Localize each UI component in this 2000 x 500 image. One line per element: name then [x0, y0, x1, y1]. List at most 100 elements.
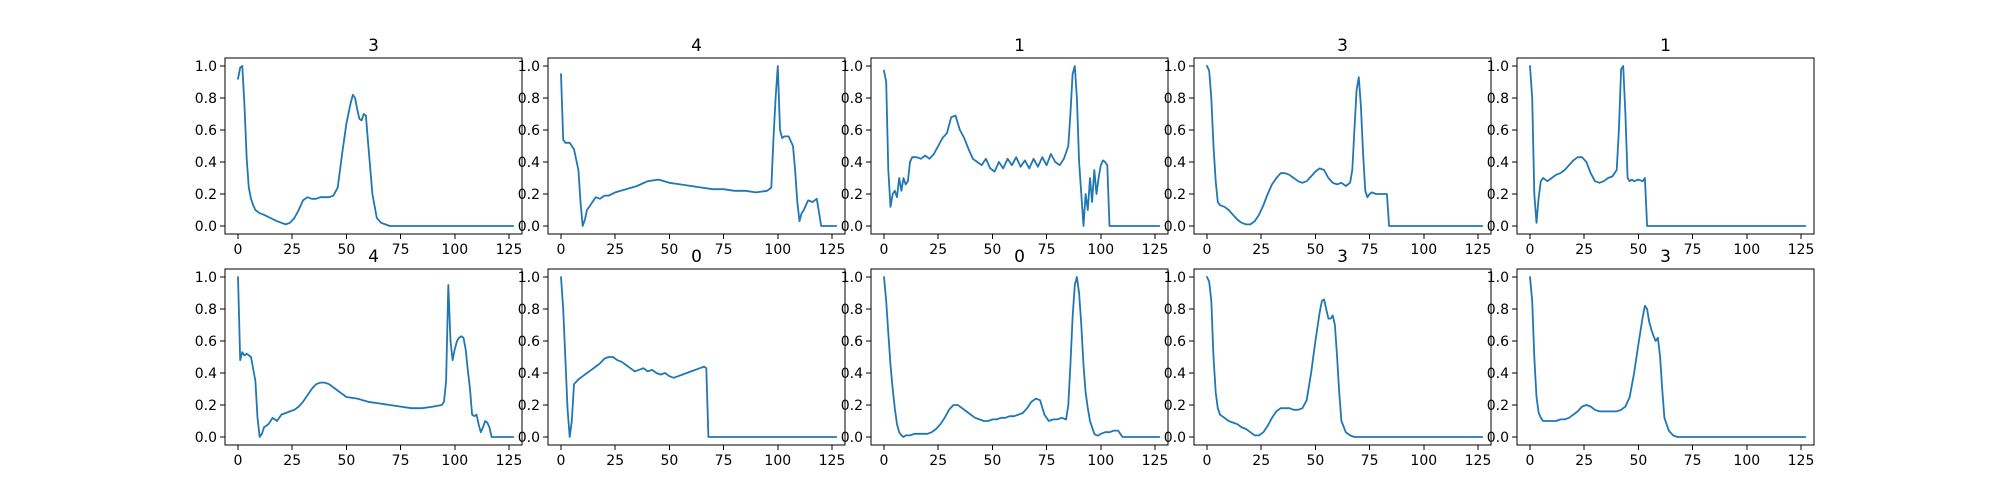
x-tick-label: 0: [1526, 242, 1535, 258]
series-line: [237, 276, 515, 438]
y-tick-label: 0.6: [841, 334, 863, 350]
series-line: [560, 276, 838, 438]
y-tick-label: 0.2: [1487, 398, 1509, 414]
y-tick-label: 0.6: [841, 123, 863, 139]
y-tick-label: 0.2: [841, 398, 863, 414]
subplot-title: 0: [691, 247, 702, 267]
y-tick-label: 0.4: [518, 155, 540, 171]
x-tick-label: 25: [283, 453, 301, 469]
y-tick-label: 1.0: [1164, 59, 1186, 75]
subplot-7: 0 0.0 0.2 0.4 0.6 0.8 1.0 0 25 50 75 100 125: [518, 247, 846, 469]
x-tick-label: 50: [660, 453, 678, 469]
subplot-9: 3 0.0 0.2 0.4 0.6 0.8 1.0 0 25 50 75 100 125: [1164, 247, 1492, 469]
series-line: [237, 65, 515, 227]
x-tick-label: 75: [1361, 242, 1379, 258]
y-tick-label: 0.0: [841, 430, 863, 446]
x-tick-label: 75: [392, 242, 410, 258]
y-tick-label: 0.8: [518, 302, 540, 318]
x-tick-label: 0: [880, 453, 889, 469]
x-tick-label: 25: [1252, 453, 1270, 469]
x-tick-label: 0: [234, 453, 243, 469]
y-tick-label: 0.0: [195, 430, 217, 446]
y-tick-label: 0.4: [1164, 366, 1186, 382]
y-tick-label: 0.2: [841, 187, 863, 203]
y-tick-label: 0.0: [1164, 430, 1186, 446]
x-tick-label: 125: [1465, 242, 1492, 258]
axes-frame: [870, 57, 1169, 235]
x-tick-label: 50: [1629, 453, 1647, 469]
x-tick-label: 50: [337, 453, 355, 469]
x-tick-label: 0: [557, 242, 566, 258]
x-tick-label: 25: [1575, 453, 1593, 469]
subplot-1: 3 0.0 0.2 0.4 0.6 0.8 1.0 0 25 50 75 100 125: [195, 36, 523, 258]
y-tick-label: 0.8: [518, 91, 540, 107]
subplot-title: 4: [368, 247, 379, 267]
subplot-title: 1: [1660, 36, 1671, 56]
series-line: [1206, 276, 1484, 438]
x-tick-label: 75: [715, 453, 733, 469]
x-tick-label: 0: [1526, 453, 1535, 469]
x-tick-label: 25: [929, 453, 947, 469]
y-tick-label: 0.2: [1164, 187, 1186, 203]
x-tick-label: 125: [1465, 453, 1492, 469]
y-tick-label: 0.0: [518, 219, 540, 235]
x-tick-label: 75: [1684, 453, 1702, 469]
y-tick-label: 0.2: [518, 187, 540, 203]
series-line: [1529, 276, 1807, 438]
y-tick-label: 0.6: [1487, 123, 1509, 139]
y-tick-label: 0.6: [1487, 334, 1509, 350]
subplot-title: 0: [1014, 247, 1025, 267]
y-tick-label: 0.8: [841, 91, 863, 107]
x-tick-label: 50: [1306, 242, 1324, 258]
subplot-title: 3: [1337, 247, 1348, 267]
subplot-10: 3 0.0 0.2 0.4 0.6 0.8 1.0 0 25 50 75 100 125: [1487, 247, 1815, 469]
y-tick-label: 0.4: [1487, 155, 1509, 171]
x-tick-label: 75: [392, 453, 410, 469]
y-tick-label: 0.0: [1164, 219, 1186, 235]
x-tick-label: 125: [819, 242, 846, 258]
x-tick-label: 125: [496, 242, 523, 258]
x-tick-label: 25: [929, 242, 947, 258]
axes-frame: [224, 57, 523, 235]
y-tick-label: 0.0: [1487, 430, 1509, 446]
x-tick-label: 0: [234, 242, 243, 258]
y-tick-label: 1.0: [841, 270, 863, 286]
y-tick-label: 0.6: [1164, 334, 1186, 350]
x-tick-label: 25: [606, 453, 624, 469]
y-tick-label: 0.0: [1487, 219, 1509, 235]
subplot-title: 3: [368, 36, 379, 56]
y-tick-label: 0.0: [841, 219, 863, 235]
y-tick-label: 0.2: [195, 187, 217, 203]
y-tick-label: 0.4: [1487, 366, 1509, 382]
x-tick-label: 50: [983, 453, 1001, 469]
x-tick-label: 25: [283, 242, 301, 258]
y-tick-label: 1.0: [1487, 59, 1509, 75]
x-tick-label: 125: [1788, 242, 1815, 258]
x-tick-label: 125: [496, 453, 523, 469]
y-tick-label: 0.4: [518, 366, 540, 382]
x-tick-label: 0: [1203, 453, 1212, 469]
subplot-8: 0 0.0 0.2 0.4 0.6 0.8 1.0 0 25 50 75 100 125: [841, 247, 1169, 469]
y-tick-label: 0.6: [195, 334, 217, 350]
series-line: [560, 65, 838, 227]
series-line: [883, 65, 1161, 227]
x-tick-label: 75: [1038, 242, 1056, 258]
y-tick-label: 0.6: [195, 123, 217, 139]
y-tick-label: 0.4: [841, 155, 863, 171]
axes-frame: [547, 268, 846, 446]
x-tick-label: 100: [1410, 242, 1437, 258]
y-tick-label: 0.0: [195, 219, 217, 235]
subplot-3: 1 0.0 0.2 0.4 0.6 0.8 1.0 0 25 50 75 100 125: [841, 36, 1169, 258]
y-tick-label: 0.6: [518, 334, 540, 350]
y-tick-label: 0.8: [1164, 302, 1186, 318]
y-tick-label: 0.8: [1487, 91, 1509, 107]
x-tick-label: 125: [1142, 242, 1169, 258]
x-tick-label: 100: [441, 242, 468, 258]
y-tick-label: 1.0: [518, 59, 540, 75]
panels: 30.00.20.40.60.81.00 25 50 75 100 12540.00.20…: [195, 36, 1815, 469]
y-tick-label: 0.8: [1164, 91, 1186, 107]
series-line: [1206, 65, 1484, 227]
y-tick-label: 1.0: [195, 270, 217, 286]
y-tick-label: 1.0: [1487, 270, 1509, 286]
